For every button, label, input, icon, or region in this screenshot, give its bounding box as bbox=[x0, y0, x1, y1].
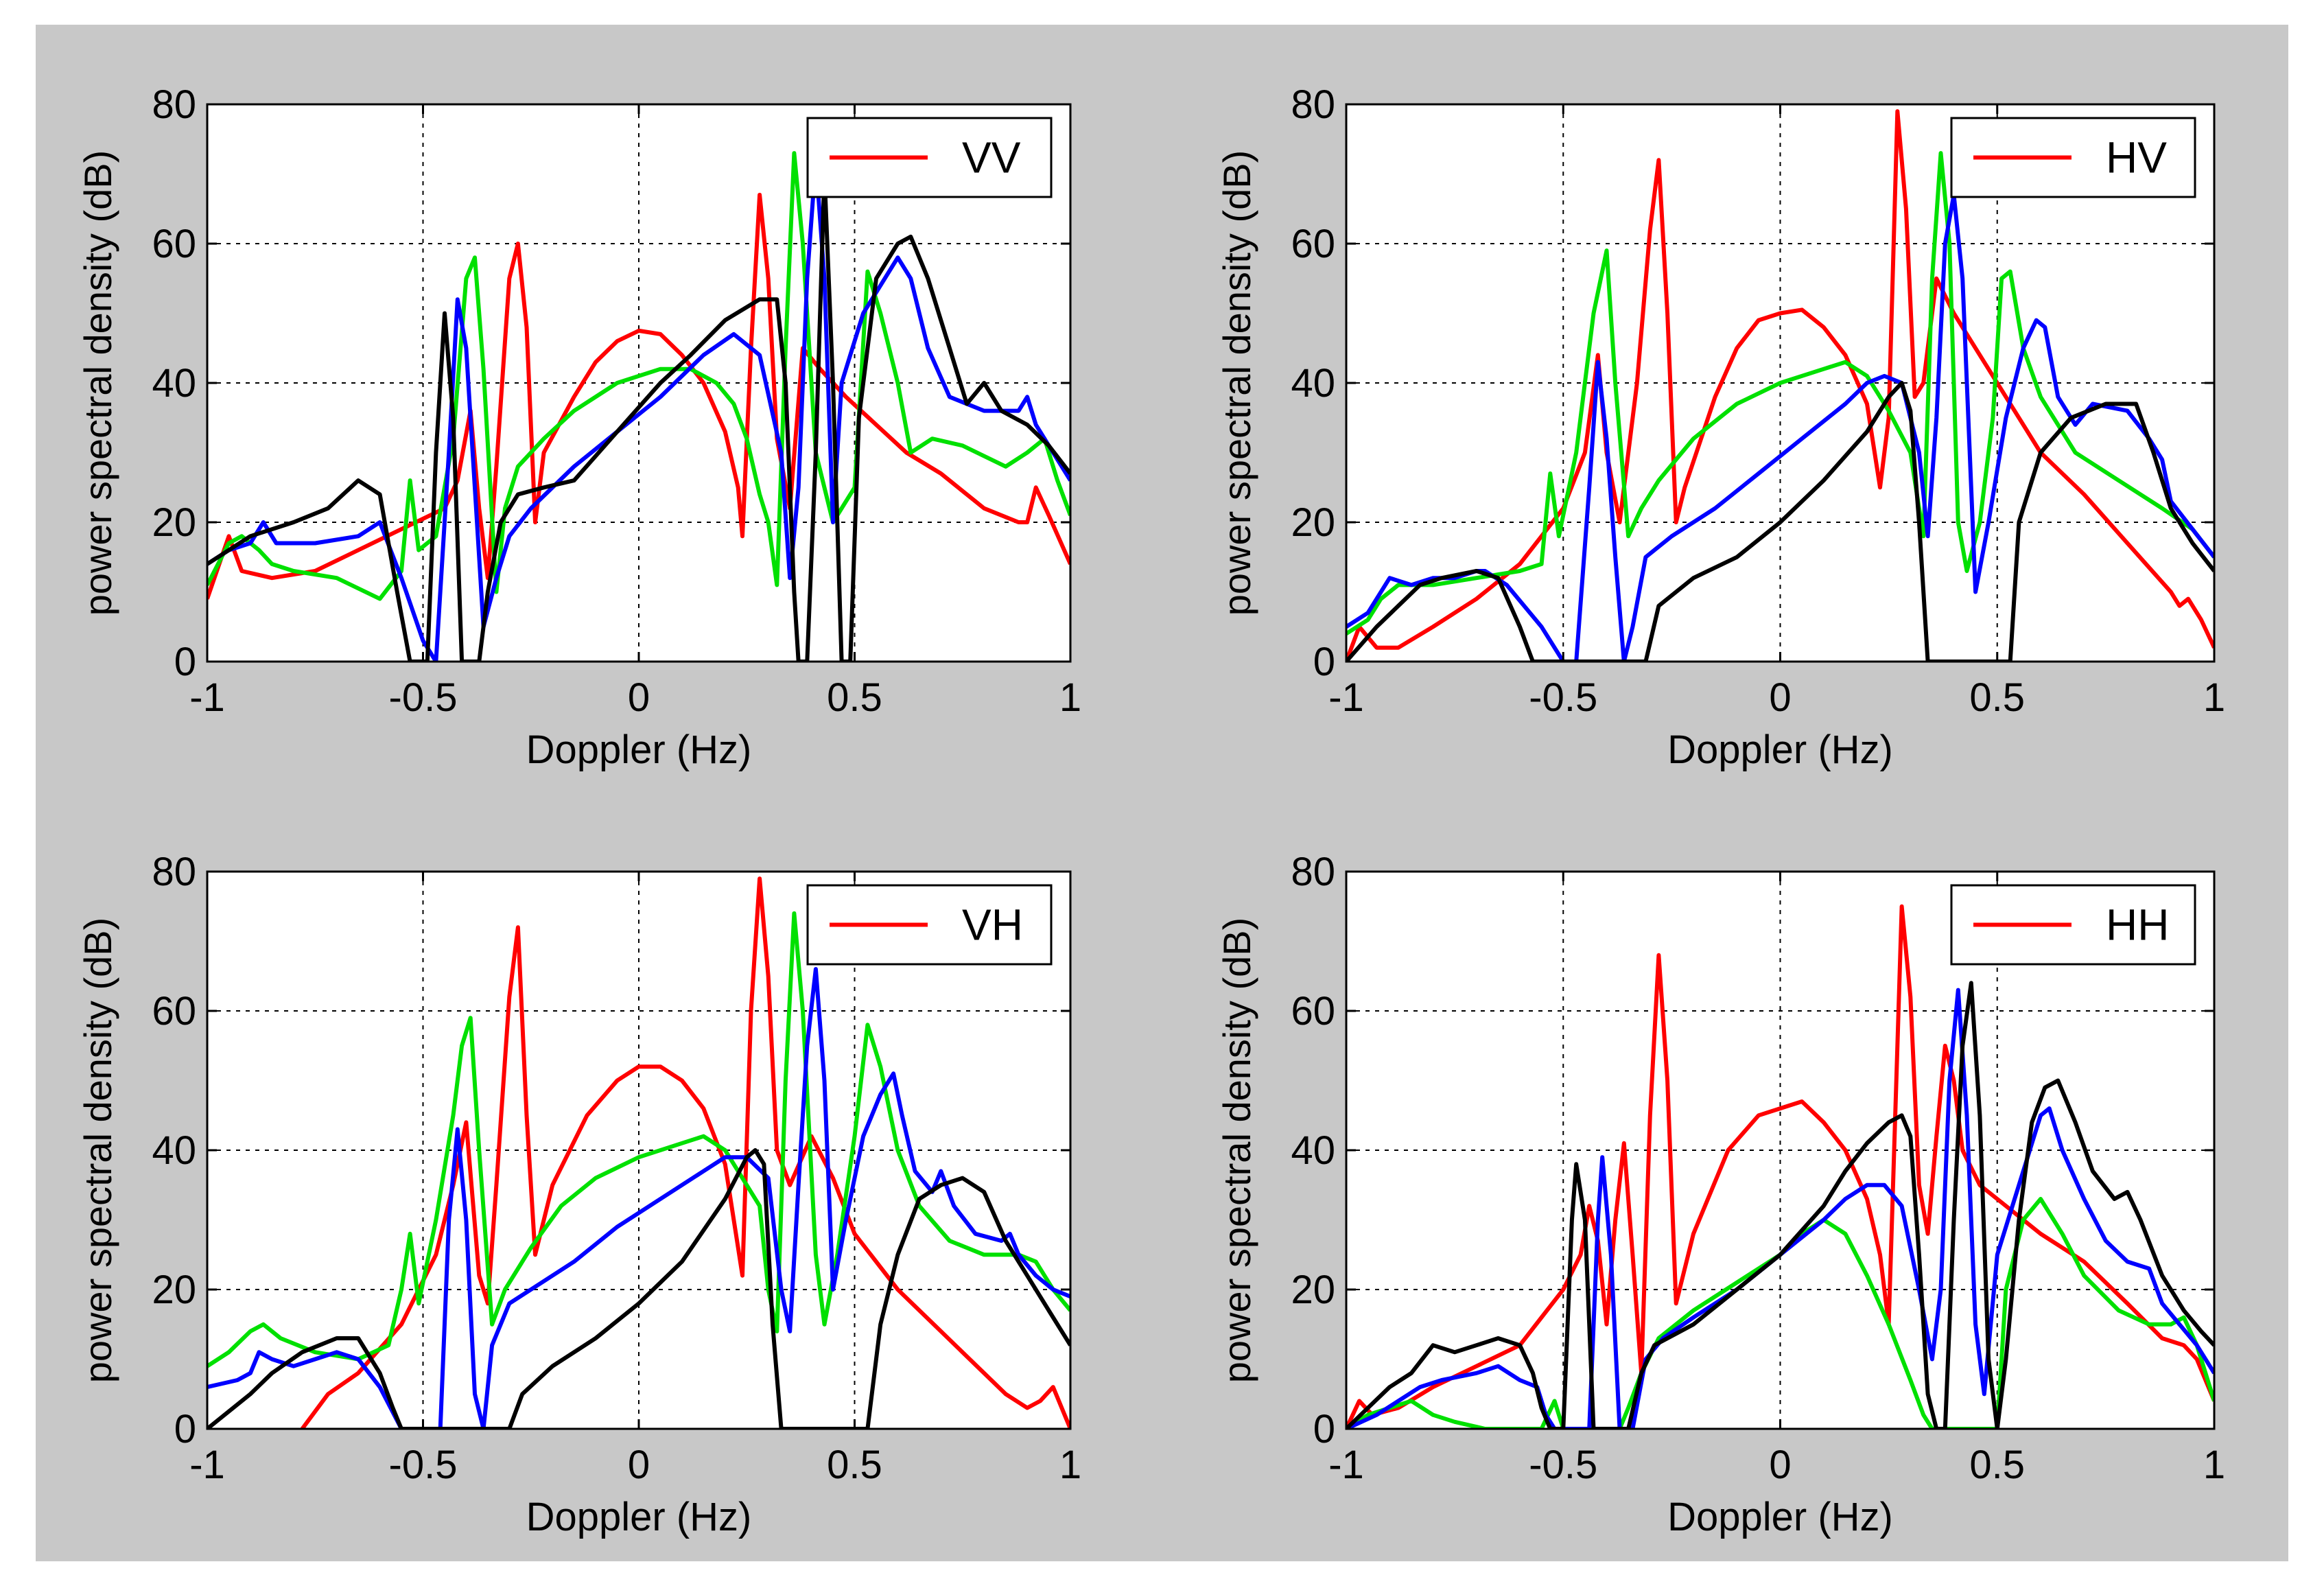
y-tick-label: 60 bbox=[152, 222, 196, 266]
y-tick-label: 40 bbox=[152, 1128, 196, 1173]
series-line-red bbox=[300, 876, 1070, 1429]
series-line-red bbox=[1346, 904, 2214, 1429]
y-tick-label: 80 bbox=[152, 850, 196, 894]
y-tick-label: 40 bbox=[152, 361, 196, 406]
chart-panel-hh: -1 -0.5 0 0.5 1 0 20 40 60 80 Doppler (Hz) power sp… bbox=[1215, 850, 2225, 1539]
x-tick-label: 0 bbox=[1769, 675, 1791, 720]
x-axis-label: Doppler (Hz) bbox=[1667, 1495, 1893, 1539]
series-line-green bbox=[1346, 151, 2214, 635]
y-tick-label: 60 bbox=[1291, 989, 1335, 1034]
x-tick-label: -0.5 bbox=[389, 1443, 458, 1487]
legend-label: VV bbox=[962, 133, 1021, 183]
x-tick-label: -1 bbox=[189, 675, 225, 720]
chart-panel-hv: -1 -0.5 0 0.5 1 0 20 40 60 80 Doppler (Hz) power sp… bbox=[1215, 82, 2225, 772]
x-tick-label: 0.5 bbox=[827, 675, 882, 720]
series-line-green bbox=[207, 911, 1070, 1368]
x-tick-label: -0.5 bbox=[1529, 675, 1597, 720]
y-axis-label: power spectral density (dB) bbox=[76, 918, 119, 1384]
y-tick-label: 60 bbox=[1291, 222, 1335, 266]
y-tick-label: 20 bbox=[152, 500, 196, 545]
chart-panel-vv: -1 -0.5 0 0.5 1 0 20 40 60 80 Doppler (Hz) power sp… bbox=[76, 82, 1081, 772]
series-line-black bbox=[207, 1148, 1070, 1429]
y-tick-label: 20 bbox=[1291, 500, 1335, 545]
legend: VV bbox=[806, 117, 1053, 198]
x-tick-label: -0.5 bbox=[1529, 1443, 1597, 1487]
series-line-black bbox=[1346, 981, 2214, 1429]
chart-panel-vh: -1 -0.5 0 0.5 1 0 20 40 60 80 Doppler (Hz) power sp… bbox=[76, 850, 1081, 1539]
y-axis-label: power spectral density (dB) bbox=[1215, 918, 1258, 1384]
figure-svg: -1 -0.5 0 0.5 1 0 20 40 60 80 Doppler (Hz) power sp… bbox=[76, 82, 2225, 1539]
y-tick-label: 40 bbox=[1291, 1128, 1335, 1173]
x-tick-label: -0.5 bbox=[389, 675, 458, 720]
legend-label: HV bbox=[2106, 133, 2167, 183]
x-axis-label: Doppler (Hz) bbox=[526, 1495, 752, 1539]
y-tick-label: 80 bbox=[1291, 850, 1335, 894]
y-tick-label: 80 bbox=[1291, 82, 1335, 127]
y-tick-label: 0 bbox=[174, 640, 196, 684]
x-axis-label: Doppler (Hz) bbox=[526, 727, 752, 772]
x-tick-label: 0 bbox=[628, 1443, 650, 1487]
legend: VH bbox=[806, 884, 1053, 966]
x-tick-label: -1 bbox=[1328, 675, 1364, 720]
legend: HH bbox=[1950, 884, 2196, 966]
y-tick-label: 0 bbox=[1313, 640, 1335, 684]
y-tick-label: 0 bbox=[174, 1407, 196, 1451]
series-line-red bbox=[207, 192, 1070, 600]
x-tick-label: 1 bbox=[1059, 675, 1081, 720]
series-line-black bbox=[1346, 381, 2214, 662]
legend-label: VH bbox=[962, 900, 1023, 950]
y-tick-label: 0 bbox=[1313, 1407, 1335, 1451]
x-tick-label: 0.5 bbox=[827, 1443, 882, 1487]
series-line-blue bbox=[207, 967, 1070, 1429]
x-tick-label: 1 bbox=[1059, 1443, 1081, 1487]
x-axis-label: Doppler (Hz) bbox=[1667, 727, 1893, 772]
series-line-black bbox=[207, 172, 1070, 662]
legend-label: HH bbox=[2106, 900, 2169, 950]
y-axis-label: power spectral density (dB) bbox=[1215, 150, 1258, 616]
legend: HV bbox=[1950, 117, 2196, 198]
x-tick-label: 1 bbox=[2203, 675, 2225, 720]
x-tick-label: -1 bbox=[189, 1443, 225, 1487]
figure-background: -1 -0.5 0 0.5 1 0 20 40 60 80 Doppler (Hz) power sp… bbox=[36, 25, 2288, 1561]
y-tick-label: 20 bbox=[152, 1268, 196, 1312]
x-tick-label: 0 bbox=[628, 675, 650, 720]
y-tick-label: 20 bbox=[1291, 1268, 1335, 1312]
x-tick-label: -1 bbox=[1328, 1443, 1364, 1487]
y-tick-label: 60 bbox=[152, 989, 196, 1034]
x-tick-label: 0.5 bbox=[1969, 1443, 2025, 1487]
y-tick-label: 80 bbox=[152, 82, 196, 127]
y-axis-label: power spectral density (dB) bbox=[76, 150, 119, 616]
x-tick-label: 0 bbox=[1769, 1443, 1791, 1487]
series-line-blue bbox=[1346, 192, 2214, 662]
x-tick-label: 0.5 bbox=[1969, 675, 2025, 720]
x-tick-label: 1 bbox=[2203, 1443, 2225, 1487]
y-tick-label: 40 bbox=[1291, 361, 1335, 406]
